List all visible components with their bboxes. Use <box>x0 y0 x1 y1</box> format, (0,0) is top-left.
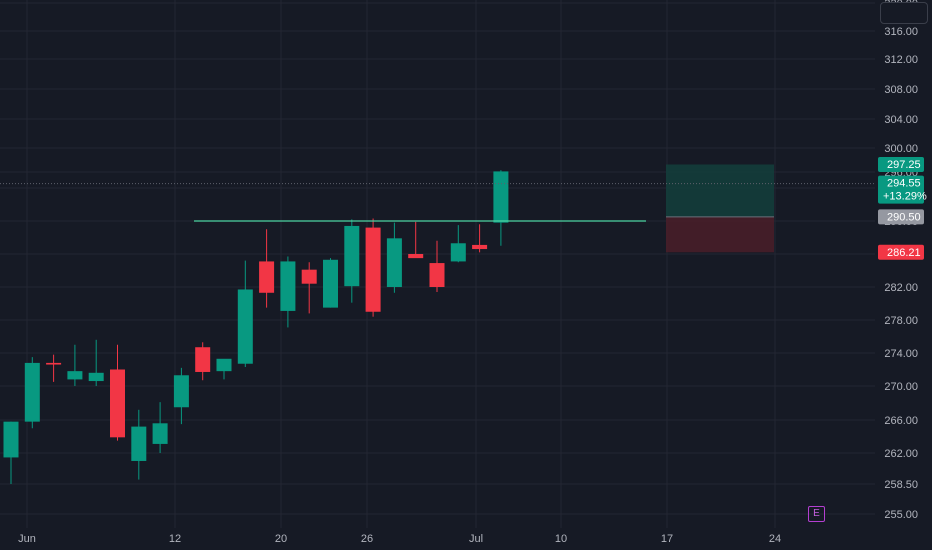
candle <box>386 222 402 293</box>
candle-body <box>3 421 19 458</box>
candle <box>237 260 253 368</box>
y-tick-label: 274.00 <box>884 348 918 360</box>
candle <box>450 225 466 263</box>
candle-body <box>110 369 125 438</box>
y-tick-label: 262.00 <box>884 448 918 460</box>
x-tick-label: 12 <box>169 533 181 545</box>
price-tag: 286.21 <box>878 244 924 260</box>
candle-body <box>386 238 402 287</box>
price-tag: 290.50 <box>878 209 924 225</box>
candle-body <box>24 362 40 422</box>
x-tick-label: 20 <box>275 533 287 545</box>
price-tag-text: 297.25 <box>887 159 921 171</box>
x-tick-label: 10 <box>555 533 567 545</box>
candle-body <box>173 375 189 408</box>
candle <box>429 240 445 292</box>
candle <box>67 344 83 386</box>
price-tag: 297.25 <box>878 157 924 172</box>
candle <box>280 256 296 328</box>
grid-lines <box>0 0 875 528</box>
candle <box>259 229 275 308</box>
candle-body <box>280 261 296 311</box>
candle-body <box>259 261 275 293</box>
candle <box>365 218 381 317</box>
candle-body <box>472 244 488 250</box>
candle-body <box>323 259 338 308</box>
candle <box>131 409 147 480</box>
price-tag-text: 290.50 <box>887 211 921 223</box>
target-zone <box>666 164 774 217</box>
candle <box>472 224 488 253</box>
candle-body <box>237 289 253 364</box>
candle-body <box>67 371 83 380</box>
y-tick-label: 312.00 <box>884 54 918 66</box>
candle-body <box>429 263 445 287</box>
candle-body <box>408 254 424 259</box>
candle <box>173 367 189 425</box>
y-tick-label: 300.00 <box>884 143 918 155</box>
candle-body <box>365 227 381 312</box>
y-tick-label: 270.00 <box>884 381 918 393</box>
candle-body <box>216 358 232 372</box>
price-tag-box <box>878 157 924 172</box>
x-tick-label: Jun <box>18 533 36 545</box>
candle <box>216 358 232 380</box>
price-tags: 297.25 294.55+13.29% 290.50 286.21 <box>878 157 927 260</box>
y-tick-label: 282.00 <box>884 282 918 294</box>
price-tag-box <box>878 175 924 204</box>
y-tick-label: 255.00 <box>884 509 918 521</box>
stop-zone <box>666 216 774 253</box>
x-tick-label: Jul <box>469 533 483 545</box>
time-axis[interactable]: Jun 12 20 26 Jul 10 17 24 <box>18 533 781 545</box>
y-tick-label: 266.00 <box>884 415 918 427</box>
candle <box>88 339 104 386</box>
candle-body <box>152 423 168 444</box>
candle <box>493 170 509 246</box>
candle <box>344 219 360 303</box>
overlays <box>0 183 876 222</box>
candle <box>152 402 168 453</box>
candle <box>323 258 338 308</box>
candle-body <box>493 171 509 223</box>
candles <box>3 170 509 484</box>
y-tick-label: 278.00 <box>884 315 918 327</box>
candle-body <box>450 243 466 262</box>
candle-body <box>344 225 360 287</box>
price-tag-box <box>878 209 924 225</box>
candle-body <box>46 362 62 365</box>
candle <box>110 344 125 441</box>
candle <box>46 354 62 382</box>
candle <box>3 421 19 484</box>
candle-body <box>88 372 104 382</box>
position-zones[interactable] <box>666 164 774 253</box>
price-tag-change: +13.29% <box>883 191 927 203</box>
price-tag-text: 286.21 <box>887 247 921 259</box>
y-tick-label: 316.00 <box>884 26 918 38</box>
earnings-badge[interactable]: E <box>808 506 825 522</box>
price-axis[interactable]: 255.00 258.50 262.00 266.00 270.00 274.00 278.… <box>884 0 918 521</box>
candle-body <box>301 269 317 284</box>
y-tick-label: 258.50 <box>884 479 918 491</box>
candle <box>24 357 40 429</box>
candle <box>408 221 424 259</box>
candle <box>301 262 317 314</box>
price-tag-box <box>878 244 924 260</box>
x-tick-label: 26 <box>361 533 373 545</box>
candle-body <box>195 347 211 372</box>
price-tag-text: 294.55 <box>887 178 921 190</box>
y-tick-label: 308.00 <box>884 84 918 96</box>
candle <box>195 342 211 381</box>
price-tag: 294.55+13.29% <box>878 175 927 204</box>
x-tick-label: 24 <box>769 533 781 545</box>
scale-settings-box[interactable] <box>880 2 928 24</box>
y-tick-label: 304.00 <box>884 114 918 126</box>
x-tick-label: 17 <box>661 533 673 545</box>
candle-body <box>131 426 147 461</box>
